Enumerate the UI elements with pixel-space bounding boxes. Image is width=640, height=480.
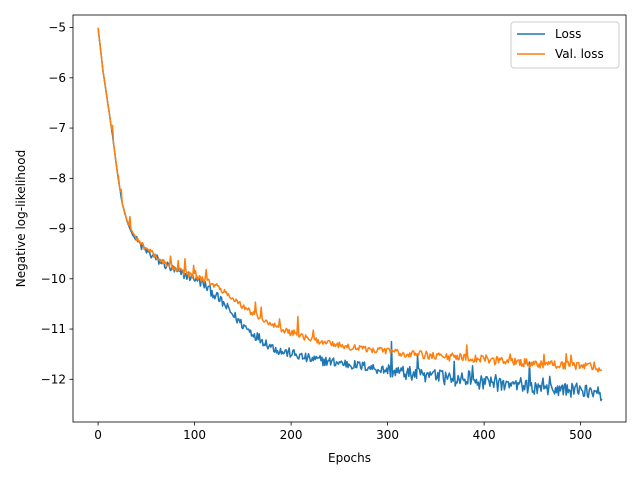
y-axis-label: Negative log-likelihood — [14, 150, 28, 287]
x-ticks: 0 100 200 300 400 500 — [94, 422, 592, 442]
y-tick-label: −10 — [41, 272, 66, 286]
x-tick-label: 0 — [94, 428, 102, 442]
x-tick-label: 400 — [473, 428, 496, 442]
axes-frame — [72, 14, 627, 423]
x-tick-label: 500 — [569, 428, 592, 442]
series-lines — [97, 27, 603, 402]
legend: Loss Val. loss — [510, 21, 620, 69]
y-tick-label: −6 — [48, 71, 66, 85]
y-tick-label: −5 — [48, 21, 66, 35]
y-tick-label: −12 — [41, 372, 66, 386]
series-line-val-loss — [97, 27, 603, 373]
y-tick-label: −7 — [48, 121, 66, 135]
x-tick-label: 300 — [376, 428, 399, 442]
legend-label: Loss — [555, 27, 581, 41]
x-tick-label: 200 — [280, 428, 303, 442]
x-tick-label: 100 — [183, 428, 206, 442]
legend-label: Val. loss — [555, 47, 604, 61]
y-ticks: −5 −6 −7 −8 −9 −10 −11 −12 — [41, 21, 73, 386]
x-axis-label: Epochs — [328, 451, 371, 465]
axes — [72, 14, 627, 423]
y-tick-label: −11 — [41, 322, 66, 336]
series-line-loss — [97, 27, 603, 402]
y-tick-label: −8 — [48, 171, 66, 185]
y-tick-label: −9 — [48, 222, 66, 236]
